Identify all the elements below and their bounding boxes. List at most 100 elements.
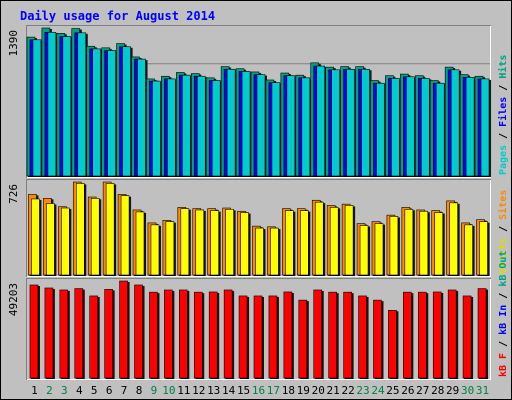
bar-kb-f-day-20	[313, 289, 323, 379]
x-tick-label: 2	[46, 384, 53, 397]
side-legend-separator: /	[498, 127, 509, 145]
bar-kb-f-day-23	[358, 295, 367, 379]
x-tick-label: 8	[136, 384, 143, 397]
bar-pages-day-16	[256, 74, 266, 177]
bar-pages-day-7	[122, 46, 131, 177]
bar-pages-day-27	[420, 78, 430, 177]
bar-visits-day-7	[120, 195, 130, 276]
bar-visits-day-20	[314, 201, 324, 276]
bar-visits-day-28	[434, 212, 444, 276]
bar-visits-day-4	[75, 183, 85, 276]
bar-kb-f-day-13	[208, 291, 218, 379]
bar-pages-day-24	[376, 82, 385, 177]
bar-kb-f-day-29	[447, 289, 457, 379]
bar-visits-day-22	[344, 205, 354, 276]
side-legend-separator: /	[498, 335, 509, 353]
bar-visits-day-31	[479, 221, 488, 276]
bar-kb-f-day-30	[462, 295, 472, 379]
bar-visits-day-2	[46, 203, 55, 276]
side-legend-files: Files	[497, 97, 509, 127]
x-axis-labels: 1 2 3 4 5 6 7 8 9 10 11 12 13 14 15 16 17 18 19 20 21 22 23 24 2…	[31, 384, 489, 397]
bar-kb-f-day-14	[223, 289, 233, 379]
bar-visits-day-19	[300, 210, 309, 276]
chart-panels: 1390 Pages / Files / Hits 726 Visits / Site…	[7, 25, 509, 380]
bar-pages-day-9	[152, 80, 161, 177]
bar-pages-day-29	[450, 69, 460, 177]
x-tick-label: 7	[121, 384, 128, 397]
x-tick-label: 24	[371, 384, 385, 397]
bar-kb-f-day-17	[268, 295, 278, 379]
bar-kb-f-day-26	[403, 291, 412, 379]
bar-kb-f-day-22	[343, 291, 352, 379]
x-tick-label: 6	[106, 384, 113, 397]
side-legend-text: kB F / kB In / kB Out	[498, 251, 509, 377]
bar-pages-day-12	[196, 75, 206, 177]
side-legend-separator: /	[498, 287, 509, 305]
side-legend-kb-f: kB F	[498, 353, 509, 377]
bar-visits-day-10	[165, 221, 175, 276]
bar-visits-day-21	[329, 207, 339, 276]
bar-visits-day-8	[135, 211, 145, 276]
side-legend-sites: Sites	[497, 190, 509, 220]
bar-pages-day-19	[301, 77, 311, 177]
x-tick-label: 14	[222, 384, 236, 397]
x-tick-label: 16	[252, 384, 265, 397]
bar-pages-day-20	[316, 65, 326, 177]
x-tick-label: 19	[297, 384, 310, 397]
bar-pages-day-8	[137, 58, 146, 177]
x-tick-label: 3	[61, 384, 68, 397]
bar-pages-day-14	[226, 68, 236, 177]
bar-pages-day-28	[435, 82, 445, 177]
bar-kb-f-day-7	[119, 280, 128, 379]
bar-kb-f-day-6	[104, 289, 113, 379]
bar-pages-day-4	[77, 32, 87, 177]
x-tick-label: 17	[267, 384, 280, 397]
bar-kb-f-day-21	[328, 291, 337, 379]
x-tick-label: 20	[312, 384, 325, 397]
bar-pages-day-3	[62, 36, 72, 177]
side-legend-text: Visits / Sites	[497, 190, 509, 274]
bar-pages-day-10	[167, 78, 176, 177]
bar-visits-day-1	[31, 198, 40, 276]
bar-visits-day-6	[105, 183, 115, 276]
bar-visits-day-14	[225, 209, 234, 276]
bar-kb-f-day-28	[432, 291, 442, 379]
x-tick-label: 21	[327, 384, 340, 397]
bar-visits-day-11	[180, 208, 190, 276]
panel-max-label: 1390	[7, 30, 20, 57]
x-tick-label: 13	[207, 384, 220, 397]
bar-visits-day-12	[195, 209, 205, 276]
bar-pages-day-2	[47, 31, 57, 177]
bar-kb-f-day-15	[238, 295, 248, 379]
bar-visits-day-13	[210, 210, 219, 276]
bar-kb-f-day-18	[283, 291, 293, 379]
bar-kb-f-day-11	[179, 289, 188, 379]
x-tick-label: 15	[237, 384, 250, 397]
bar-kb-f-day-8	[134, 284, 143, 379]
bar-visits-day-5	[90, 198, 100, 276]
bar-pages-day-18	[286, 75, 296, 177]
bar-pages-day-22	[346, 68, 355, 177]
bar-visits-day-25	[389, 216, 399, 276]
bar-pages-day-1	[32, 39, 42, 177]
x-tick-label: 27	[416, 384, 429, 397]
side-legend-pages: Pages	[498, 145, 509, 175]
bar-pages-day-23	[361, 68, 370, 177]
x-tick-label: 25	[386, 384, 399, 397]
x-tick-label: 23	[356, 384, 369, 397]
bar-visits-day-30	[464, 224, 473, 276]
bar-pages-day-5	[92, 48, 102, 177]
bar-pages-day-26	[406, 76, 415, 177]
x-tick-label: 22	[341, 384, 354, 397]
bar-pages-day-11	[182, 74, 191, 177]
bar-visits-day-23	[359, 225, 369, 276]
bar-visits-day-15	[240, 212, 249, 276]
bar-kb-f-day-4	[74, 288, 84, 379]
x-tick-label: 9	[151, 384, 158, 397]
x-tick-label: 30	[461, 384, 474, 397]
panel-side-legend: kB F / kB In / kB Out	[498, 251, 509, 377]
side-legend-kb-in: kB In	[498, 305, 509, 335]
side-legend-separator: /	[498, 220, 509, 238]
bar-kb-f-day-9	[149, 291, 158, 379]
side-legend-hits: Hits	[497, 55, 509, 79]
